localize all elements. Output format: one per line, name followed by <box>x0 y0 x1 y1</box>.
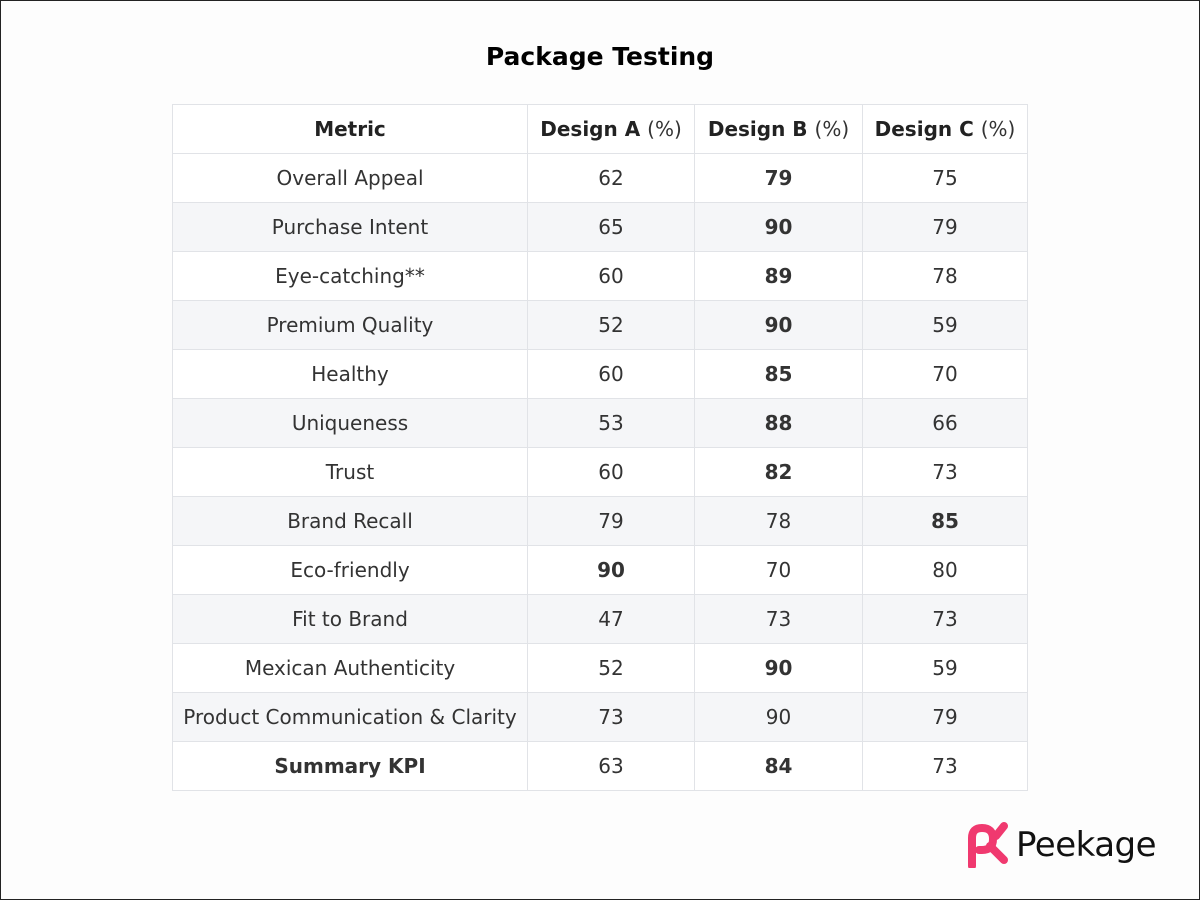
cell-design-c: 73 <box>862 447 1028 497</box>
cell-design-a: 47 <box>527 594 695 644</box>
header-label: Design A <box>540 117 641 141</box>
header-unit: (%) <box>647 117 682 141</box>
cell-design-b: 89 <box>694 251 863 301</box>
cell-design-c: 59 <box>862 300 1028 350</box>
page-title: Package Testing <box>485 42 715 71</box>
header-label: Design B <box>707 117 808 141</box>
cell-design-c: 73 <box>862 594 1028 644</box>
cell-design-c: 70 <box>862 349 1028 399</box>
table-row: Product Communication & Clarity 73 90 79 <box>172 692 1028 742</box>
cell-design-c: 66 <box>862 398 1028 448</box>
cell-design-a: 63 <box>527 741 695 791</box>
results-table: Metric Design A (%) Design B (%) Design … <box>172 104 1028 791</box>
cell-design-a: 52 <box>527 643 695 693</box>
header-design-c: Design C (%) <box>862 104 1028 154</box>
cell-design-b: 70 <box>694 545 863 595</box>
cell-design-b: 90 <box>694 202 863 252</box>
cell-design-b: 90 <box>694 692 863 742</box>
cell-design-c: 73 <box>862 741 1028 791</box>
table-row: Overall Appeal 62 79 75 <box>172 153 1028 203</box>
cell-design-c: 78 <box>862 251 1028 301</box>
cell-design-a: 60 <box>527 349 695 399</box>
cell-metric: Trust <box>172 447 528 497</box>
cell-design-c: 79 <box>862 202 1028 252</box>
cell-design-b: 73 <box>694 594 863 644</box>
cell-design-b: 88 <box>694 398 863 448</box>
header-design-b: Design B (%) <box>694 104 863 154</box>
table-row: Mexican Authenticity 52 90 59 <box>172 643 1028 693</box>
cell-design-a: 62 <box>527 153 695 203</box>
cell-metric: Brand Recall <box>172 496 528 546</box>
cell-metric: Eye-catching** <box>172 251 528 301</box>
table-row: Eco-friendly 90 70 80 <box>172 545 1028 595</box>
summary-row: Summary KPI 63 84 73 <box>172 741 1028 791</box>
header-metric: Metric <box>172 104 528 154</box>
cell-design-a: 73 <box>527 692 695 742</box>
cell-metric: Summary KPI <box>172 741 528 791</box>
logo-wordmark: Peekage <box>1016 825 1157 865</box>
table-row: Uniqueness 53 88 66 <box>172 398 1028 448</box>
peekage-logo-icon <box>968 822 1008 868</box>
header-unit: (%) <box>814 117 850 141</box>
cell-design-c: 80 <box>862 545 1028 595</box>
header-unit: (%) <box>980 117 1016 141</box>
table-row: Trust 60 82 73 <box>172 447 1028 497</box>
cell-metric: Healthy <box>172 349 528 399</box>
cell-design-c: 59 <box>862 643 1028 693</box>
cell-metric: Product Communication & Clarity <box>172 692 528 742</box>
cell-design-b: 84 <box>694 741 863 791</box>
table-row: Brand Recall 79 78 85 <box>172 496 1028 546</box>
cell-metric: Fit to Brand <box>172 594 528 644</box>
peekage-logo: Peekage <box>966 822 1157 868</box>
table-body: Overall Appeal 62 79 75 Purchase Intent 65 90 7… <box>172 153 1028 791</box>
cell-design-a: 60 <box>527 251 695 301</box>
cell-design-a: 90 <box>527 545 695 595</box>
cell-design-c: 85 <box>862 496 1028 546</box>
table-row: Fit to Brand 47 73 73 <box>172 594 1028 644</box>
cell-design-c: 75 <box>862 153 1028 203</box>
cell-design-b: 82 <box>694 447 863 497</box>
table-header-row: Metric Design A (%) Design B (%) Design … <box>172 104 1028 154</box>
header-label: Design C <box>874 117 974 141</box>
table-row: Purchase Intent 65 90 79 <box>172 202 1028 252</box>
cell-metric: Overall Appeal <box>172 153 528 203</box>
cell-design-a: 60 <box>527 447 695 497</box>
cell-design-c: 79 <box>862 692 1028 742</box>
cell-design-a: 53 <box>527 398 695 448</box>
cell-design-a: 65 <box>527 202 695 252</box>
table-row: Premium Quality 52 90 59 <box>172 300 1028 350</box>
cell-design-b: 79 <box>694 153 863 203</box>
cell-metric: Purchase Intent <box>172 202 528 252</box>
cell-design-b: 78 <box>694 496 863 546</box>
cell-metric: Eco-friendly <box>172 545 528 595</box>
header-design-a: Design A (%) <box>527 104 695 154</box>
table-row: Eye-catching** 60 89 78 <box>172 251 1028 301</box>
cell-metric: Mexican Authenticity <box>172 643 528 693</box>
cell-metric: Uniqueness <box>172 398 528 448</box>
cell-design-a: 79 <box>527 496 695 546</box>
cell-metric: Premium Quality <box>172 300 528 350</box>
cell-design-b: 90 <box>694 300 863 350</box>
cell-design-b: 85 <box>694 349 863 399</box>
header-label: Metric <box>314 117 386 141</box>
table-row: Healthy 60 85 70 <box>172 349 1028 399</box>
cell-design-a: 52 <box>527 300 695 350</box>
cell-design-b: 90 <box>694 643 863 693</box>
